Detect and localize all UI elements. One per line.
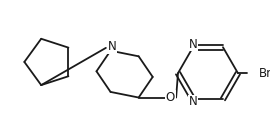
Text: O: O [166, 91, 175, 104]
Text: N: N [108, 41, 117, 53]
Text: N: N [189, 95, 197, 108]
Text: N: N [189, 38, 197, 51]
Text: Br: Br [259, 67, 270, 80]
